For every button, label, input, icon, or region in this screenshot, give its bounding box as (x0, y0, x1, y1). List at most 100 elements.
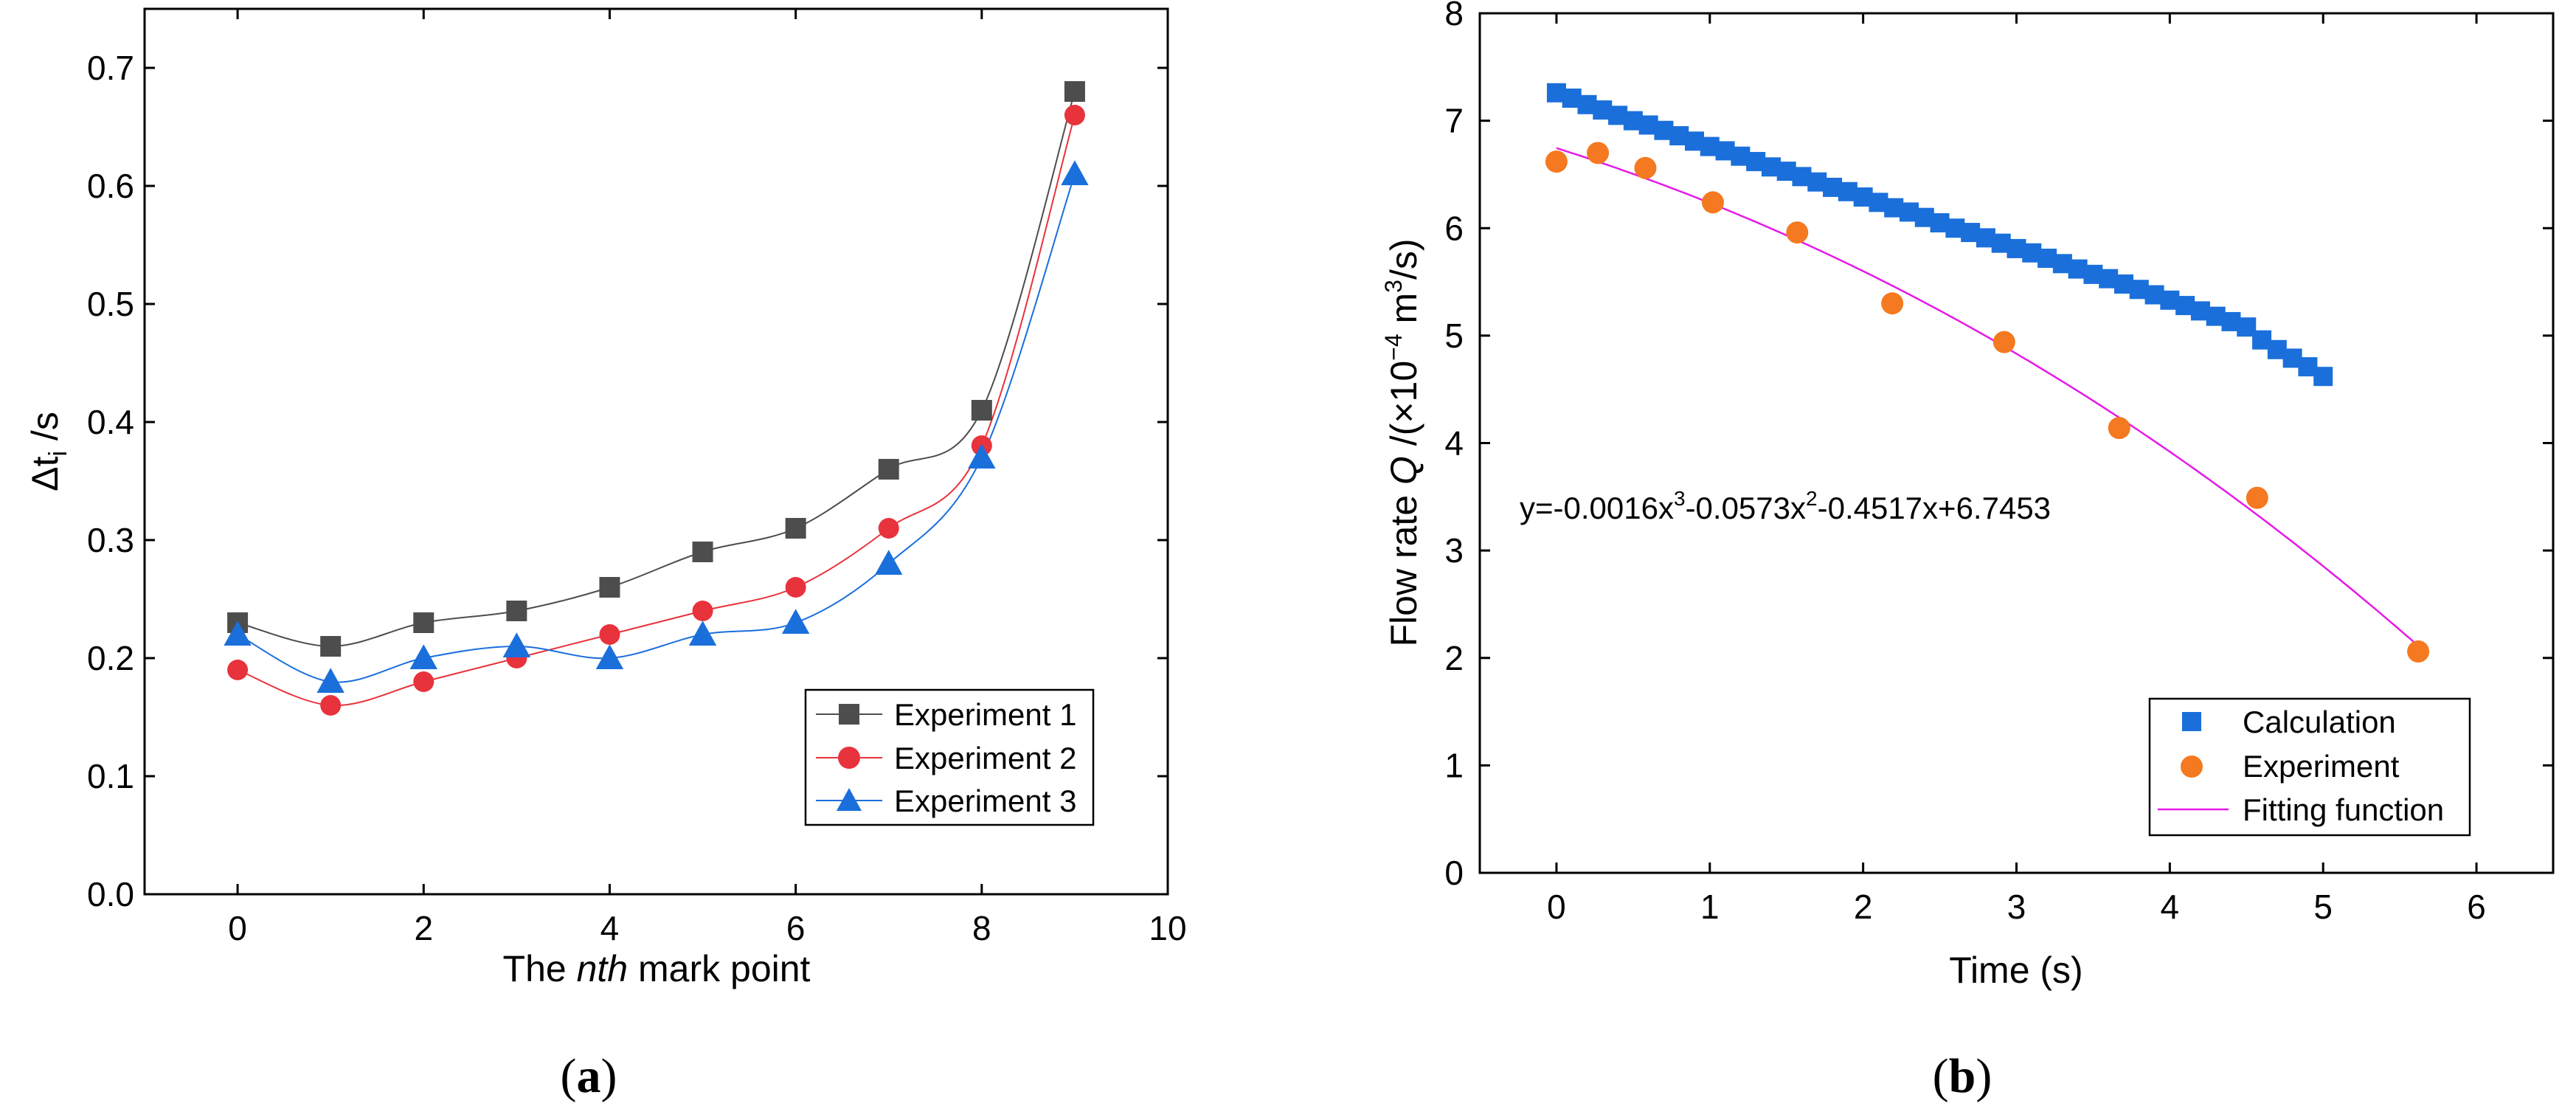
series-1-point (599, 577, 620, 598)
series-1-line (237, 91, 1076, 648)
chart-a-y-tick-label: 0.1 (87, 757, 134, 795)
chart-b-x-tick-label: 2 (1854, 888, 1873, 926)
chart-a-x-tick-label: 4 (600, 909, 620, 947)
chart-b-x-tick-label: 5 (2313, 888, 2333, 926)
legend-calculation-label: Calculation (2243, 705, 2396, 739)
chart-b-y-tick-label: 3 (1444, 531, 1464, 570)
panel-a-label: (a) (561, 1049, 617, 1103)
chart-b-x-tick-label: 3 (2007, 888, 2026, 926)
series-1-point (506, 601, 527, 621)
legend-experiment-label: Experiment (2243, 749, 2400, 784)
chart-b-x-tick-label: 1 (1700, 888, 1720, 926)
chart-b-y-tick-label: 0 (1444, 854, 1464, 892)
series-1-point (971, 400, 992, 421)
chart-b-y-tick-label: 5 (1444, 317, 1464, 355)
legend-exp3-label: Experiment 3 (894, 784, 1076, 818)
chart-b-y-axis-title: Flow rate Q /(×10−4 m3/s) (1380, 238, 1424, 646)
legend-exp2-marker (838, 747, 860, 769)
series-1-point (878, 459, 899, 480)
series-3-point (595, 644, 624, 669)
series-3-line (237, 173, 1076, 683)
chart-b-y-tick-label: 2 (1444, 639, 1464, 677)
series-3-point (875, 550, 903, 575)
experiment-point (1545, 150, 1568, 173)
chart-a: 0 2 4 6 8 10 0.0 0.1 0.2 0.3 0.4 0.5 0.6 0.7 Experime… (24, 7, 1187, 1103)
experiment-point (1587, 142, 1610, 165)
chart-a-x-tick-label: 8 (972, 909, 991, 947)
series-2-point (599, 624, 620, 645)
series-1-point (1064, 81, 1085, 102)
panel-b-label: (b) (1933, 1049, 1992, 1103)
chart-a-x-tick-label: 2 (414, 909, 433, 947)
chart-b-legend: Calculation Experiment Fitting function (2148, 697, 2471, 837)
series-1-point (692, 542, 713, 562)
legend-exp2-label: Experiment 2 (894, 741, 1076, 775)
series-1-point (320, 636, 342, 657)
chart-b-fit-curve (1556, 147, 2419, 647)
experiment-point (2246, 486, 2268, 509)
legend-exp1-label: Experiment 1 (894, 697, 1076, 732)
chart-a-ticks: 0 2 4 6 8 10 0.0 0.1 0.2 0.3 0.4 0.5 0.6 0.7 (87, 9, 1187, 947)
chart-a-y-tick-label: 0.4 (87, 403, 134, 441)
experiment-point (1992, 331, 2015, 353)
series-3-point (1061, 160, 1089, 185)
series-1-point (785, 518, 806, 539)
legend-exp1-marker (839, 704, 859, 725)
chart-b-y-tick-label: 7 (1444, 102, 1464, 140)
chart-a-y-tick-label: 0.7 (87, 49, 134, 87)
experiment-point (1881, 292, 1904, 315)
chart-b-x-axis-title: Time (s) (1949, 950, 2082, 991)
chart-a-x-tick-label: 6 (786, 909, 806, 947)
chart-a-plot-frame (143, 7, 1169, 896)
chart-b: 0 1 2 3 4 5 6 0 1 2 3 4 5 6 7 8 y=-0.0016x3-0.0573x2-0.… (1380, 0, 2555, 1103)
fit-curve (1556, 147, 2419, 647)
chart-b-y-tick-label: 6 (1444, 209, 1464, 247)
chart-a-legend: Experiment 1 Experiment 2 Experiment 3 (804, 688, 1095, 826)
legend-experiment-marker (2181, 756, 2203, 778)
chart-a-x-tick-label: 10 (1149, 909, 1186, 947)
series-3-point (409, 644, 437, 669)
series-2-point (320, 695, 342, 716)
chart-b-x-tick-label: 4 (2161, 888, 2180, 926)
legend-calculation-marker (2182, 712, 2201, 731)
series-2-line (237, 114, 1076, 707)
series-3-point (688, 621, 717, 646)
series-2-point (227, 660, 249, 680)
series-2-point (692, 601, 713, 621)
chart-b-markers (1545, 83, 2430, 663)
series-2-point (413, 671, 434, 692)
fit-equation: y=-0.0016x3-0.0573x2-0.4517x+6.7453 (1520, 487, 2051, 525)
series-3-point (316, 668, 344, 693)
series-2-point (878, 518, 899, 539)
chart-b-legend-box (2148, 697, 2471, 837)
chart-b-x-tick-label: 6 (2467, 888, 2486, 926)
legend-exp3-marker (837, 788, 862, 811)
chart-a-y-tick-label: 0.6 (87, 167, 134, 205)
chart-a-series-lines (237, 91, 1076, 707)
series-3-point (224, 621, 252, 646)
calculation-point (2313, 367, 2333, 387)
experiment-point (1701, 191, 1724, 214)
chart-b-y-tick-label: 1 (1444, 746, 1464, 784)
series-2-point (785, 577, 806, 598)
chart-a-markers (224, 81, 1089, 716)
chart-a-y-tick-label: 0.3 (87, 521, 134, 559)
experiment-point (1634, 156, 1657, 179)
chart-b-y-tick-label: 8 (1444, 0, 1464, 32)
experiment-point (2108, 417, 2130, 440)
series-3-point (502, 632, 531, 657)
chart-b-x-tick-label: 0 (1547, 888, 1566, 926)
chart-a-y-tick-label: 0.0 (87, 875, 134, 913)
chart-a-y-tick-label: 0.2 (87, 639, 134, 677)
chart-a-y-tick-label: 0.5 (87, 285, 134, 323)
chart-a-y-axis-title: Δti /s (24, 412, 72, 491)
experiment-point (1786, 221, 1809, 244)
series-3-point (968, 443, 996, 469)
series-1-point (413, 612, 434, 633)
series-3-point (781, 609, 810, 634)
chart-b-ticks: 0 1 2 3 4 5 6 0 1 2 3 4 5 6 7 8 (1444, 0, 2553, 926)
chart-b-y-tick-label: 4 (1444, 424, 1464, 463)
series-2-point (1064, 105, 1085, 125)
experiment-point (2407, 640, 2430, 663)
